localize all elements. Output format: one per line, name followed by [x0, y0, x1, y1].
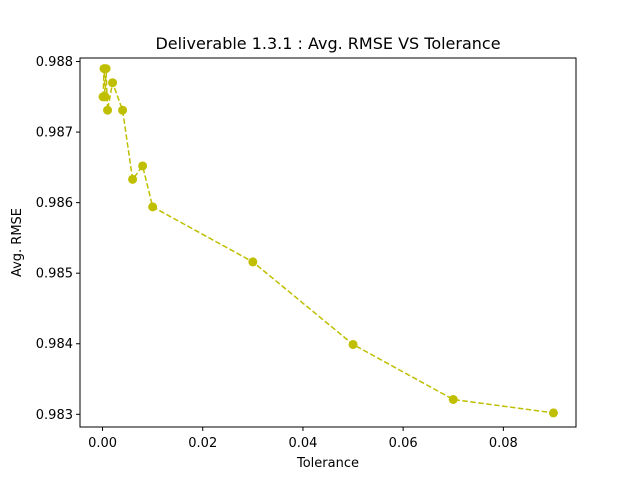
- chart-title: Deliverable 1.3.1 : Avg. RMSE VS Toleran…: [155, 34, 500, 53]
- data-point: [118, 105, 128, 115]
- data-point: [248, 257, 258, 267]
- series-line: [102, 68, 554, 414]
- data-point: [138, 161, 148, 171]
- y-axis-label: Avg. RMSE: [10, 208, 25, 277]
- x-tick-label: 0.08: [489, 436, 518, 451]
- x-axis-label: Tolerance: [296, 456, 359, 471]
- x-tick-label: 0.04: [288, 436, 317, 451]
- y-tick-label: 0.983: [36, 408, 73, 423]
- data-point: [108, 78, 118, 88]
- plot-frame: [79, 57, 577, 428]
- series-layer: [98, 64, 558, 418]
- data-point: [148, 202, 158, 212]
- x-tick-label: 0.00: [88, 436, 117, 451]
- plot-area: [80, 58, 576, 427]
- data-point: [101, 64, 111, 74]
- data-point: [103, 105, 113, 115]
- x-tick-label: 0.06: [389, 436, 418, 451]
- y-tick-label: 0.988: [36, 55, 73, 70]
- data-point: [348, 339, 358, 349]
- x-axis-ticks: 0.00 0.02 0.04 0.06 0.08: [88, 427, 518, 451]
- y-tick-label: 0.986: [36, 196, 73, 211]
- y-axis-ticks: 0.983 0.984 0.985 0.986 0.987 0.988: [36, 55, 80, 423]
- data-point: [548, 408, 558, 418]
- data-point: [448, 394, 458, 404]
- y-tick-label: 0.984: [36, 337, 73, 352]
- data-point: [100, 92, 110, 102]
- y-tick-label: 0.985: [36, 267, 73, 282]
- data-point: [128, 174, 138, 184]
- x-tick-label: 0.02: [188, 436, 217, 451]
- y-tick-label: 0.987: [36, 126, 73, 141]
